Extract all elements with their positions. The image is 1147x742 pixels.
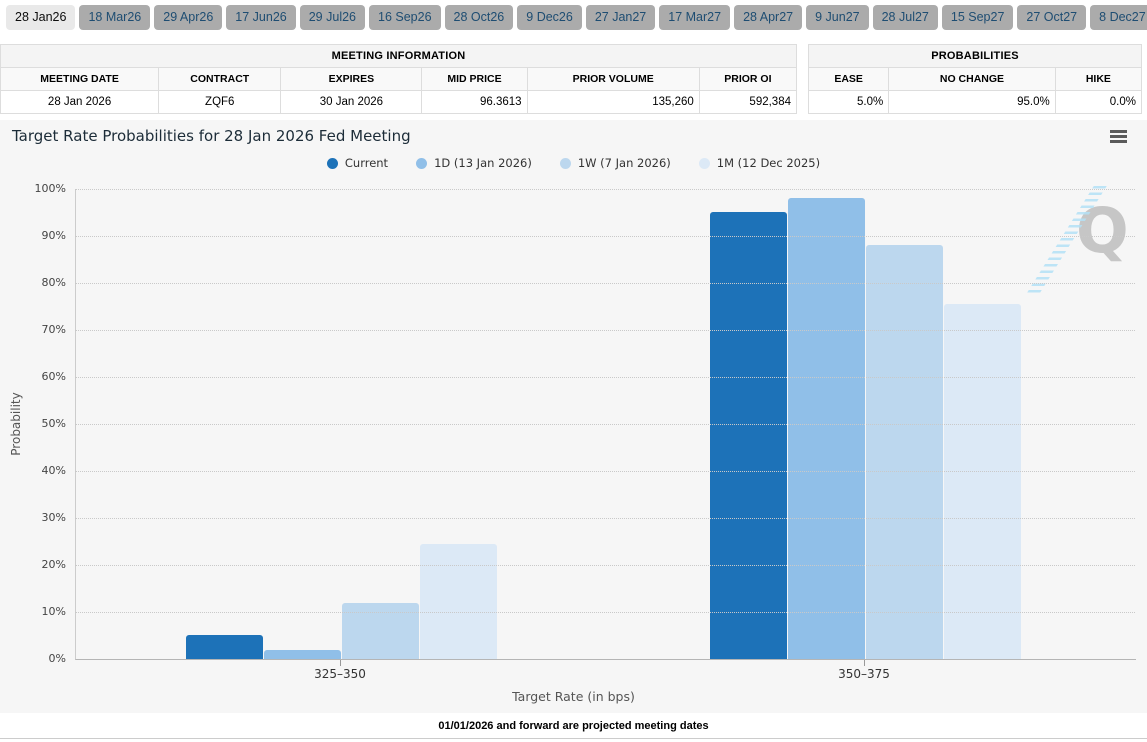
table-cell: 135,260 (526, 90, 700, 114)
gridline (75, 471, 1135, 472)
quikstrike-watermark: Q (1026, 186, 1129, 294)
table-cell: ZQF6 (158, 90, 282, 114)
gridline (75, 424, 1135, 425)
legend-marker-icon (326, 157, 338, 169)
table-row: 28 Jan 2026 ZQF6 30 Jan 2026 96.3613 135,260… (0, 90, 798, 114)
meeting-tab-28-oct26[interactable]: 28 Oct26 (444, 5, 514, 30)
meeting-tab-17-mar27[interactable]: 17 Mar27 (659, 5, 731, 30)
meeting-tab-28-apr27[interactable]: 28 Apr27 (734, 5, 803, 30)
legend-label: 1M (12 Dec 2025) (716, 156, 821, 170)
meeting-tab-8-dec27[interactable]: 8 Dec27 (1090, 5, 1147, 30)
legend-item-1w[interactable]: 1W (7 Jan 2026) (559, 156, 671, 170)
y-axis-tick-label: 100% (34, 182, 66, 195)
gridline (75, 612, 1135, 613)
table-row: 5.0% 95.0% 0.0% (807, 90, 1143, 114)
table-cell: 95.0% (888, 90, 1056, 114)
y-axis-tick-label: 20% (41, 558, 66, 571)
legend-label: 1D (13 Jan 2026) (434, 156, 532, 170)
y-axis-tick-label: 80% (41, 276, 66, 289)
column-header: CONTRACT (158, 67, 282, 91)
meeting-tab-9-jun27[interactable]: 9 Jun27 (806, 5, 869, 30)
probabilities-table-title: PROBABILITIES (808, 44, 1142, 68)
legend-item-current[interactable]: Current (326, 156, 389, 170)
meeting-tab-bar: 28 Jan26 18 Mar26 29 Apr26 17 Jun26 29 Jul26… (0, 0, 1147, 36)
meeting-tab-29-apr26[interactable]: 29 Apr26 (154, 5, 223, 30)
meeting_info-table-title: MEETING INFORMATION (0, 44, 797, 68)
y-axis-tick-label: 90% (41, 229, 66, 242)
column-header: MID PRICE (421, 67, 528, 91)
meeting-tab-16-sep26[interactable]: 16 Sep26 (369, 5, 441, 30)
gridline (75, 330, 1135, 331)
meeting-tab-15-sep27[interactable]: 15 Sep27 (941, 5, 1014, 30)
y-axis-tick-label: 0% (48, 652, 66, 665)
target-rate-chart: Target Rate Probabilities for 28 Jan 202… (0, 120, 1147, 713)
meeting-tab-17-jun26[interactable]: 17 Jun26 (226, 5, 296, 30)
legend-item-1m[interactable]: 1M (12 Dec 2025) (698, 156, 821, 170)
column-header-row: MEETING DATE CONTRACT EXPIRES MID PRICE PRIO… (0, 67, 798, 91)
column-header: PRIOR VOLUME (526, 67, 700, 91)
legend-marker-icon (698, 157, 710, 169)
bar-current-350-375[interactable] (709, 212, 787, 659)
meeting-tab-27-jan27[interactable]: 27 Jan27 (585, 5, 656, 30)
legend-marker-icon (559, 157, 571, 169)
bar-1m-350-375[interactable] (943, 304, 1021, 659)
gridline (75, 565, 1135, 566)
legend-marker-icon (416, 157, 428, 169)
gridline (75, 236, 1135, 237)
gridline (75, 518, 1135, 519)
bar-1w-350-375[interactable] (865, 245, 943, 659)
chart-title: Target Rate Probabilities for 28 Jan 202… (12, 127, 411, 145)
y-axis-tick-label: 10% (41, 605, 66, 618)
legend-label: Current (344, 156, 389, 170)
x-axis-tick (340, 660, 341, 666)
gridline (75, 189, 1135, 190)
footer-note: 01/01/2026 and forward are projected mee… (438, 720, 709, 732)
meeting-information-table: MEETING INFORMATION MEETING DATE CONTRACT E… (0, 44, 798, 114)
y-axis-tick-label: 70% (41, 323, 66, 336)
meeting-tab-18-mar26[interactable]: 18 Mar26 (79, 5, 151, 30)
column-header: PRIOR OI (698, 67, 798, 91)
column-header: NO CHANGE (888, 67, 1056, 91)
bar-1m-325-350[interactable] (419, 544, 497, 659)
column-header: EXPIRES (280, 67, 423, 91)
x-axis-title: Target Rate (in bps) (512, 689, 635, 704)
y-axis-tick-label: 30% (41, 511, 66, 524)
x-axis-tick (864, 660, 865, 666)
meeting-tab-9-dec26[interactable]: 9 Dec26 (517, 5, 582, 30)
meeting-tab-28-jan26[interactable]: 28 Jan26 (6, 5, 76, 30)
table-cell: 96.3613 (421, 90, 528, 114)
gridline (75, 283, 1135, 284)
legend-item-1d[interactable]: 1D (13 Jan 2026) (416, 156, 532, 170)
y-axis-tick-label: 40% (41, 464, 66, 477)
column-header: HIKE (1054, 67, 1143, 91)
column-header: MEETING DATE (0, 67, 160, 91)
footer-divider (0, 738, 1147, 739)
table-cell: 0.0% (1054, 90, 1143, 114)
column-header: EASE (807, 67, 890, 91)
x-axis-category-label: 350–375 (838, 667, 890, 681)
table-cell: 30 Jan 2026 (280, 90, 423, 114)
bar-1d-325-350[interactable] (263, 650, 341, 659)
probabilities-table: PROBABILITIES EASE NO CHANGE HIKE 5.0% 95.0% 0… (807, 44, 1143, 114)
table-cell: 592,384 (698, 90, 798, 114)
table-cell: 28 Jan 2026 (0, 90, 160, 114)
bar-1d-350-375[interactable] (787, 198, 865, 659)
column-header-row: EASE NO CHANGE HIKE (807, 67, 1143, 91)
chart-legend: Current 1D (13 Jan 2026) 1W (7 Jan 2026) 1M… (0, 156, 1147, 170)
x-axis-category-label: 325–350 (314, 667, 366, 681)
meeting-tab-27-oct27[interactable]: 27 Oct27 (1017, 5, 1087, 30)
y-axis-tick-label: 60% (41, 370, 66, 383)
chart-context-menu-icon[interactable] (1110, 130, 1127, 145)
table-cell: 5.0% (807, 90, 890, 114)
y-axis-tick-label: 50% (41, 417, 66, 430)
summary-tables: MEETING INFORMATION MEETING DATE CONTRACT E… (0, 44, 1147, 114)
gridline (75, 377, 1135, 378)
plot-area (75, 189, 1136, 660)
meeting-tab-29-jul26[interactable]: 29 Jul26 (299, 5, 365, 30)
bar-current-325-350[interactable] (185, 635, 263, 659)
legend-label: 1W (7 Jan 2026) (577, 156, 671, 170)
meeting-tab-28-jul27[interactable]: 28 Jul27 (872, 5, 938, 30)
